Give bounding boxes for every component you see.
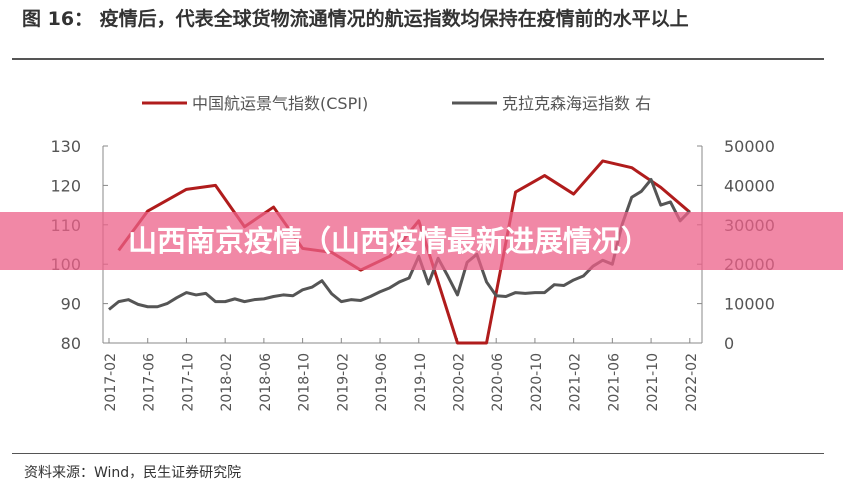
- left-tick-label: 80: [61, 334, 81, 353]
- left-tick-label: 120: [50, 176, 81, 195]
- legend-label: 中国航运景气指数(CSPI): [192, 94, 368, 113]
- x-tick-label: 2017-10: [180, 353, 196, 412]
- x-tick-label: 2017-02: [103, 353, 119, 412]
- title-divider: [12, 58, 824, 60]
- chart-title: 图 16： 疫情后，代表全球货物流通情况的航运指数均保持在疫情前的水平以上: [22, 8, 689, 30]
- legend-label: 克拉克森海运指数 右: [502, 94, 651, 113]
- right-tick-label: 40000: [724, 176, 775, 195]
- source-note: 资料来源：Wind，民生证券研究院: [24, 465, 242, 481]
- x-tick-label: 2019-06: [374, 353, 390, 412]
- x-tick-label: 2020-02: [451, 353, 467, 412]
- right-tick-label: 50000: [724, 137, 775, 156]
- x-tick-label: 2018-06: [258, 353, 274, 412]
- x-tick-label: 2021-10: [645, 353, 661, 412]
- right-tick-label: 0: [724, 334, 734, 353]
- right-tick-label: 10000: [724, 295, 775, 314]
- left-tick-label: 90: [61, 295, 81, 314]
- x-tick-label: 2021-06: [606, 353, 622, 412]
- x-tick-label: 2022-02: [684, 353, 700, 412]
- footer-divider: [12, 453, 824, 454]
- x-tick-label: 2018-02: [219, 353, 235, 412]
- x-tick-label: 2020-10: [529, 353, 545, 412]
- x-tick-label: 2019-10: [413, 353, 429, 412]
- x-tick-label: 2018-10: [297, 353, 313, 412]
- left-tick-label: 130: [50, 137, 81, 156]
- overlay-banner: 山西南京疫情（山西疫情最新进展情况）: [0, 212, 843, 270]
- x-tick-label: 2017-06: [142, 353, 158, 412]
- x-tick-label: 2021-02: [568, 353, 584, 412]
- x-tick-label: 2019-02: [335, 353, 351, 412]
- x-tick-label: 2020-06: [490, 353, 506, 412]
